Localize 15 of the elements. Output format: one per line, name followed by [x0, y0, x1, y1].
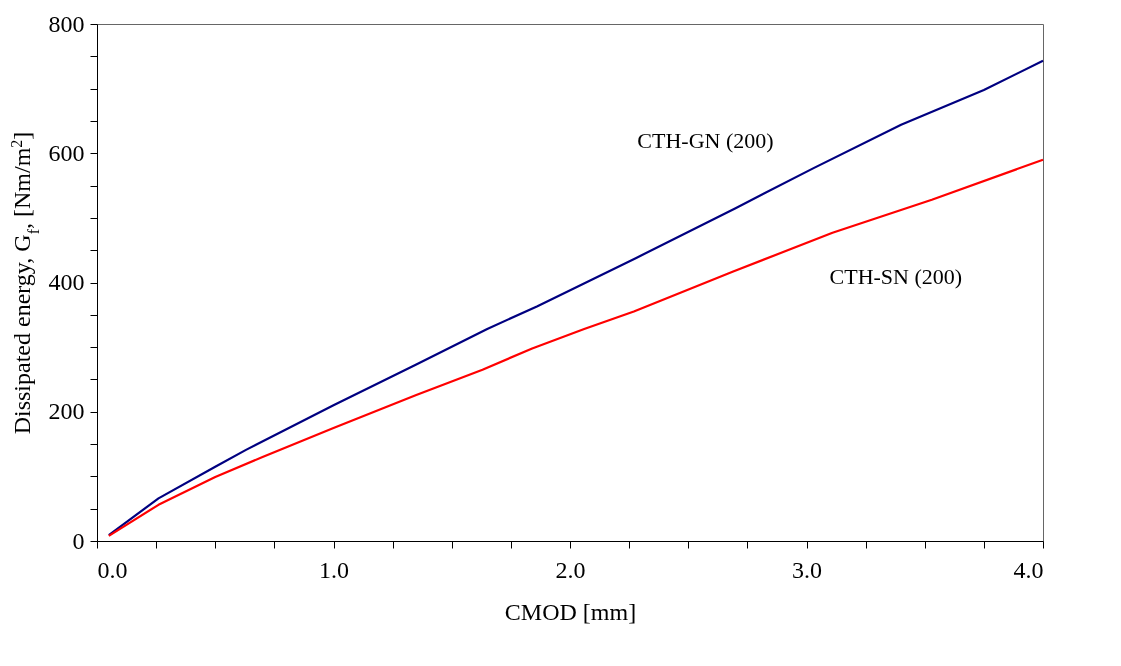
series-label: CTH-GN (200) [637, 128, 774, 154]
x-tick-label: 0.0 [97, 556, 128, 583]
x-tick-label: 1.0 [319, 556, 349, 583]
y-tick-label: 800 [48, 10, 85, 37]
y-tick-label: 600 [48, 139, 85, 166]
line-series [107, 59, 1045, 537]
series-label: CTH-SN (200) [829, 263, 963, 289]
x-tick-label: 2.0 [555, 556, 586, 583]
y-tick-label: 400 [48, 269, 85, 295]
y-tick-label: 0 [72, 527, 85, 554]
line-series [107, 158, 1045, 537]
x-tick-label: 4.0 [1013, 556, 1044, 583]
x-tick-label: 3.0 [792, 556, 822, 583]
y-tick-label: 200 [48, 398, 85, 425]
x-axis-title: CMOD [mm] [504, 598, 637, 625]
